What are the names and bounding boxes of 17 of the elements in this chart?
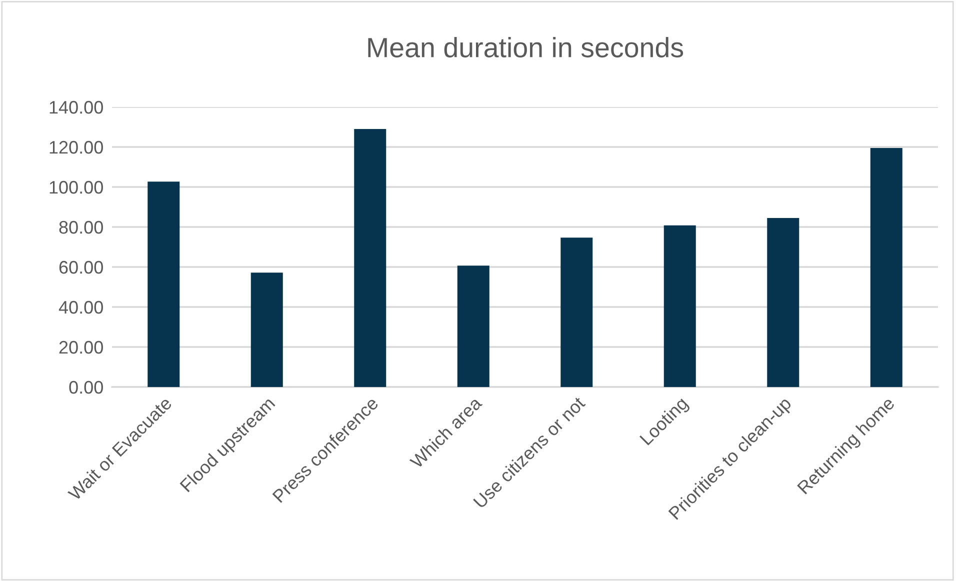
bar (664, 225, 696, 387)
y-tick-label: 80.00 (59, 220, 103, 234)
y-tick-label: 140.00 (50, 100, 103, 114)
y-tick-label: 120.00 (50, 140, 103, 154)
bar (870, 148, 902, 387)
bar (354, 129, 386, 387)
chart-title: Mean duration in seconds (368, 37, 684, 58)
y-tick-label: 20.00 (59, 340, 103, 354)
bar (560, 238, 593, 387)
y-tick-label: 60.00 (59, 260, 103, 274)
y-tick-label: 40.00 (58, 300, 103, 314)
bar (767, 218, 800, 387)
bar (250, 272, 283, 387)
y-tick-label: 100.00 (50, 180, 103, 194)
y-tick-label: 0.00 (69, 380, 103, 394)
bar (148, 182, 180, 387)
bar (457, 266, 490, 387)
